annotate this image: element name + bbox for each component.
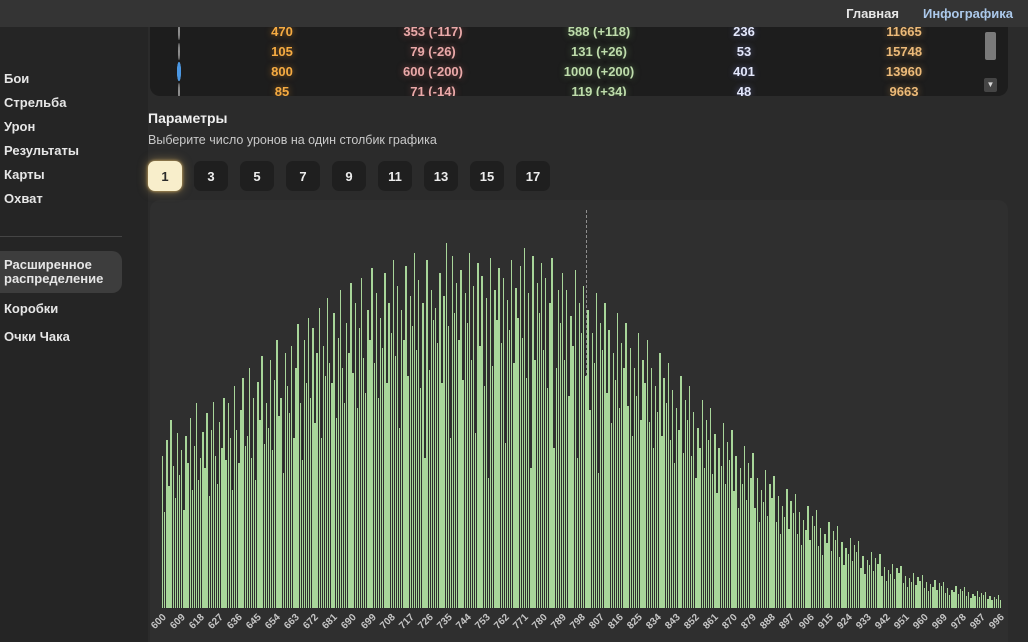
total-cell: 15748 <box>800 44 1008 59</box>
bin-size-option-9[interactable]: 9 <box>332 161 366 191</box>
bin-size-option-17[interactable]: 17 <box>516 161 550 191</box>
histogram-bar <box>1000 600 1001 608</box>
radio-button[interactable] <box>178 83 180 97</box>
damage-table-panel: 470353 (-117)588 (+118)2361166510579 (-2… <box>150 27 1008 96</box>
count-cell: 236 <box>688 27 800 39</box>
sidebar-group-bottom: Расширенное распределение Коробки Очки Чак… <box>0 251 148 353</box>
min-damage-cell: 600 (-200) <box>356 64 510 79</box>
damage-cell: 800 <box>208 64 356 79</box>
radio-cell <box>150 27 208 39</box>
damage-table-rows: 470353 (-117)588 (+118)2361166510579 (-2… <box>150 27 1008 96</box>
parameters-section: Параметры Выберите число уронов на один … <box>148 110 550 191</box>
radio-cell <box>150 64 208 79</box>
count-cell: 53 <box>688 44 800 59</box>
radio-cell <box>150 84 208 97</box>
x-axis-tick-labels: 6006096186276366456546636726816906997087… <box>162 608 1002 642</box>
total-cell: 11665 <box>800 27 1008 39</box>
total-cell: 13960 <box>800 64 1008 79</box>
max-damage-cell: 588 (+118) <box>510 27 688 39</box>
parameters-title: Параметры <box>148 110 550 126</box>
radio-button[interactable] <box>178 43 180 60</box>
bin-size-option-15[interactable]: 15 <box>470 161 504 191</box>
max-damage-cell: 131 (+26) <box>510 44 688 59</box>
damage-cell: 85 <box>208 84 356 97</box>
table-row: 470353 (-117)588 (+118)23611665 <box>150 27 1008 41</box>
bin-size-option-11[interactable]: 11 <box>378 161 412 191</box>
min-damage-cell: 79 (-26) <box>356 44 510 59</box>
bin-size-option-13[interactable]: 13 <box>424 161 458 191</box>
sidebar-item-ochki-chaka[interactable]: Очки Чака <box>0 325 148 349</box>
table-row: 10579 (-26)131 (+26)5315748 <box>150 41 1008 61</box>
sidebar-group-top: БоиСтрельбаУронРезультатыКартыОхват <box>0 67 148 211</box>
count-cell: 401 <box>688 64 800 79</box>
radio-cell <box>150 44 208 59</box>
table-row: 800600 (-200)1000 (+200)40113960 <box>150 61 1008 81</box>
sidebar-item-rezultaty[interactable]: Результаты <box>0 139 148 163</box>
histogram-plot-area <box>162 210 1002 608</box>
damage-cell: 105 <box>208 44 356 59</box>
radio-button[interactable] <box>177 62 181 81</box>
bin-size-option-1[interactable]: 1 <box>148 161 182 191</box>
sidebar-item-strelba[interactable]: Стрельба <box>0 91 148 115</box>
table-row: 8571 (-14)119 (+34)489663 <box>150 81 1008 96</box>
min-damage-cell: 71 (-14) <box>356 84 510 97</box>
max-damage-cell: 1000 (+200) <box>510 64 688 79</box>
table-scrollbar[interactable]: ▼ <box>983 27 998 96</box>
parameters-subtitle: Выберите число уронов на один столбик гр… <box>148 133 550 147</box>
bin-size-option-3[interactable]: 3 <box>194 161 228 191</box>
total-cell: 9663 <box>800 84 1008 97</box>
sidebar-item-okhvat[interactable]: Охват <box>0 187 148 211</box>
sidebar-item-korobki[interactable]: Коробки <box>0 297 148 321</box>
top-navigation-bar: Главная Инфографика <box>0 0 1028 27</box>
max-damage-cell: 119 (+34) <box>510 84 688 97</box>
sidebar-divider <box>0 236 122 237</box>
distribution-chart-panel: 6006096186276366456546636726816906997087… <box>150 200 1008 642</box>
damage-cell: 470 <box>208 27 356 39</box>
sidebar-item-rasshirennoe-raspredelenie[interactable]: Расширенное распределение <box>0 251 122 293</box>
sidebar-item-boi[interactable]: Бои <box>0 67 148 91</box>
scroll-down-icon[interactable]: ▼ <box>984 78 997 92</box>
bin-size-option-7[interactable]: 7 <box>286 161 320 191</box>
sidebar-item-karty[interactable]: Карты <box>0 163 148 187</box>
min-damage-cell: 353 (-117) <box>356 27 510 39</box>
scrollbar-thumb[interactable] <box>985 32 996 60</box>
nav-item-glavnaya[interactable]: Главная <box>846 6 899 21</box>
count-cell: 48 <box>688 84 800 97</box>
sidebar: БоиСтрельбаУронРезультатыКартыОхват Расш… <box>0 27 148 642</box>
bin-size-option-5[interactable]: 5 <box>240 161 274 191</box>
bin-size-button-group: 1357911131517 <box>148 161 550 191</box>
nav-item-infografika[interactable]: Инфографика <box>923 6 1013 21</box>
sidebar-item-uron[interactable]: Урон <box>0 115 148 139</box>
radio-button[interactable] <box>178 27 180 40</box>
